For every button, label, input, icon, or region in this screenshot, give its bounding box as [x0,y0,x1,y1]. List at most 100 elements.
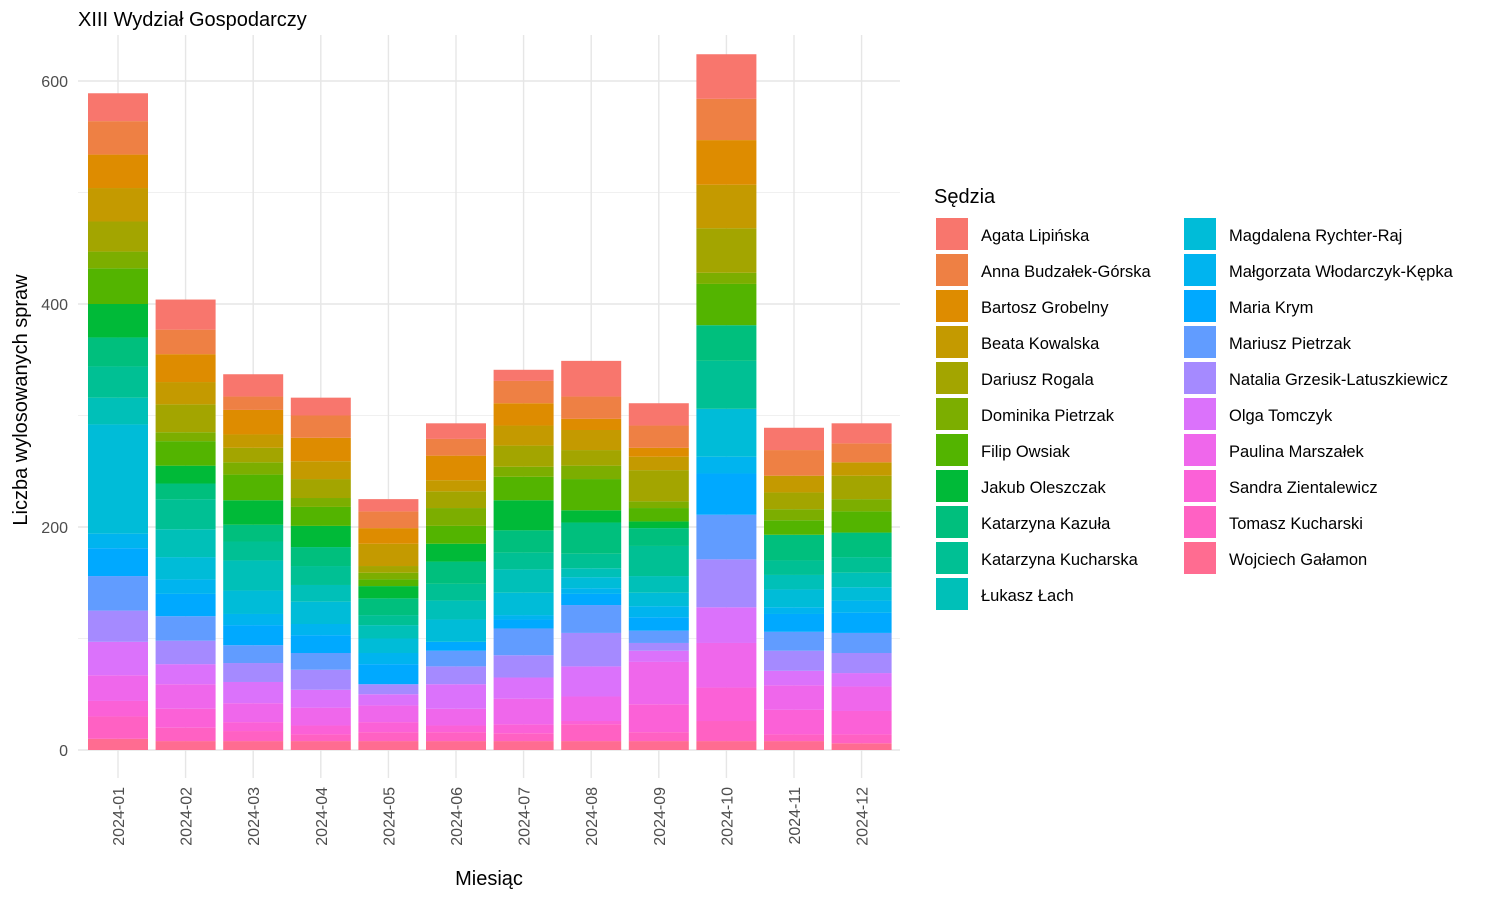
bar-segment [696,642,757,688]
legend-label: Natalia Grzesik-Latuszkiewicz [1229,371,1448,389]
legend-swatch [936,470,968,502]
legend-label: Anna Budzałek-Górska [981,263,1151,281]
bar-segment [561,605,622,633]
x-tick-label: 2024-11 [787,787,804,845]
legend-label: Magdalena Rychter-Raj [1229,227,1402,245]
bar-segment [696,456,757,474]
bar-segment [764,427,824,451]
bar-segment [155,529,216,558]
bar-segment [628,741,689,750]
bar-segment [223,500,284,525]
bar-segment [223,374,284,397]
legend-label: Agata Lipińska [981,227,1090,245]
bar-segment [88,154,148,189]
bar-segment [223,625,284,646]
bar-segment [561,396,622,419]
bar-segment [155,483,216,500]
bar-segment [426,684,486,709]
bar-segment [561,418,622,430]
bar-segment [831,572,892,588]
bar-segment [696,514,757,560]
legend-title: Sędzia [934,186,996,208]
bar-segment [696,687,757,722]
bar-segment [155,708,216,728]
bar-segment [493,403,554,426]
bar-segment [696,360,757,409]
bar-segment [426,641,486,651]
bar-segment [831,734,892,744]
bar-segment [696,272,757,284]
bar-segment [831,587,892,601]
bar-segment [493,425,554,446]
bar-segment [426,725,486,733]
bar-segment [764,450,824,476]
bar-segment [764,492,824,510]
bar-segment [290,725,351,735]
bar-segment [764,509,824,521]
legend-swatch [936,434,968,466]
bar-segment [696,140,757,185]
bar-segment [223,409,284,435]
bar-segment [358,579,419,587]
bar-segment [628,661,689,705]
bar-segment [155,616,216,641]
bar-segment [561,577,622,589]
bar-segment [493,677,554,699]
bar-segment [696,607,757,643]
legend-label: Wojciech Gałamon [1229,551,1367,569]
bar-segment [764,709,824,735]
bar-segment [493,552,554,570]
bar-segment [493,569,554,593]
bar-segment [290,397,351,416]
bar-segment [561,724,622,742]
bar-segment [88,251,148,269]
bar-segment [426,543,486,562]
bar-segment [290,566,351,585]
bar-segment [831,686,892,711]
bar-segment [426,508,486,526]
bar-segment [223,541,284,561]
bar-segment [764,650,824,671]
bar-segment [88,121,148,155]
bar-segment [764,520,824,535]
legend-swatch [936,398,968,430]
bar-segment [628,508,689,522]
bar-segment [493,445,554,467]
bar-segment [696,473,757,515]
bar-segment [628,642,689,651]
bar-segment [426,619,486,642]
bar-segment [561,632,622,667]
bar-segment [155,441,216,466]
legend-swatch [936,542,968,574]
bar-segment [223,396,284,410]
bar-segment [831,443,892,463]
legend-label: Dominika Pietrzak [981,407,1115,425]
legend-swatch [1184,470,1216,502]
legend-label: Małgorzata Włodarczyk-Kępka [1229,263,1454,281]
bar-segment [561,721,622,725]
bar-segment [831,710,892,735]
bar-segment [628,606,689,618]
bar-segment [426,525,486,544]
bar-segment [696,741,757,750]
legend-label: Łukasz Łach [981,587,1074,605]
bar-segment [426,741,486,750]
bar-segment [764,685,824,710]
bar-segment [358,586,419,599]
bar-segment [561,588,622,594]
bar-segment [426,438,486,456]
bar-segment [358,694,419,706]
bar-segment [290,741,351,750]
legend-items: Agata Lipińska Anna Budzałek-Górska Bartos… [936,218,1454,610]
bar-segment [426,708,486,726]
bar-segment [88,548,148,577]
bar-segment [561,510,622,523]
bar-segment [831,743,892,750]
bar-segment [831,600,892,613]
bar-segment [764,741,824,750]
bar-segment [831,511,892,533]
bar-segment [88,397,148,425]
bar-segment [358,638,419,653]
bar-segment [764,534,824,561]
bar-segment [426,561,486,584]
